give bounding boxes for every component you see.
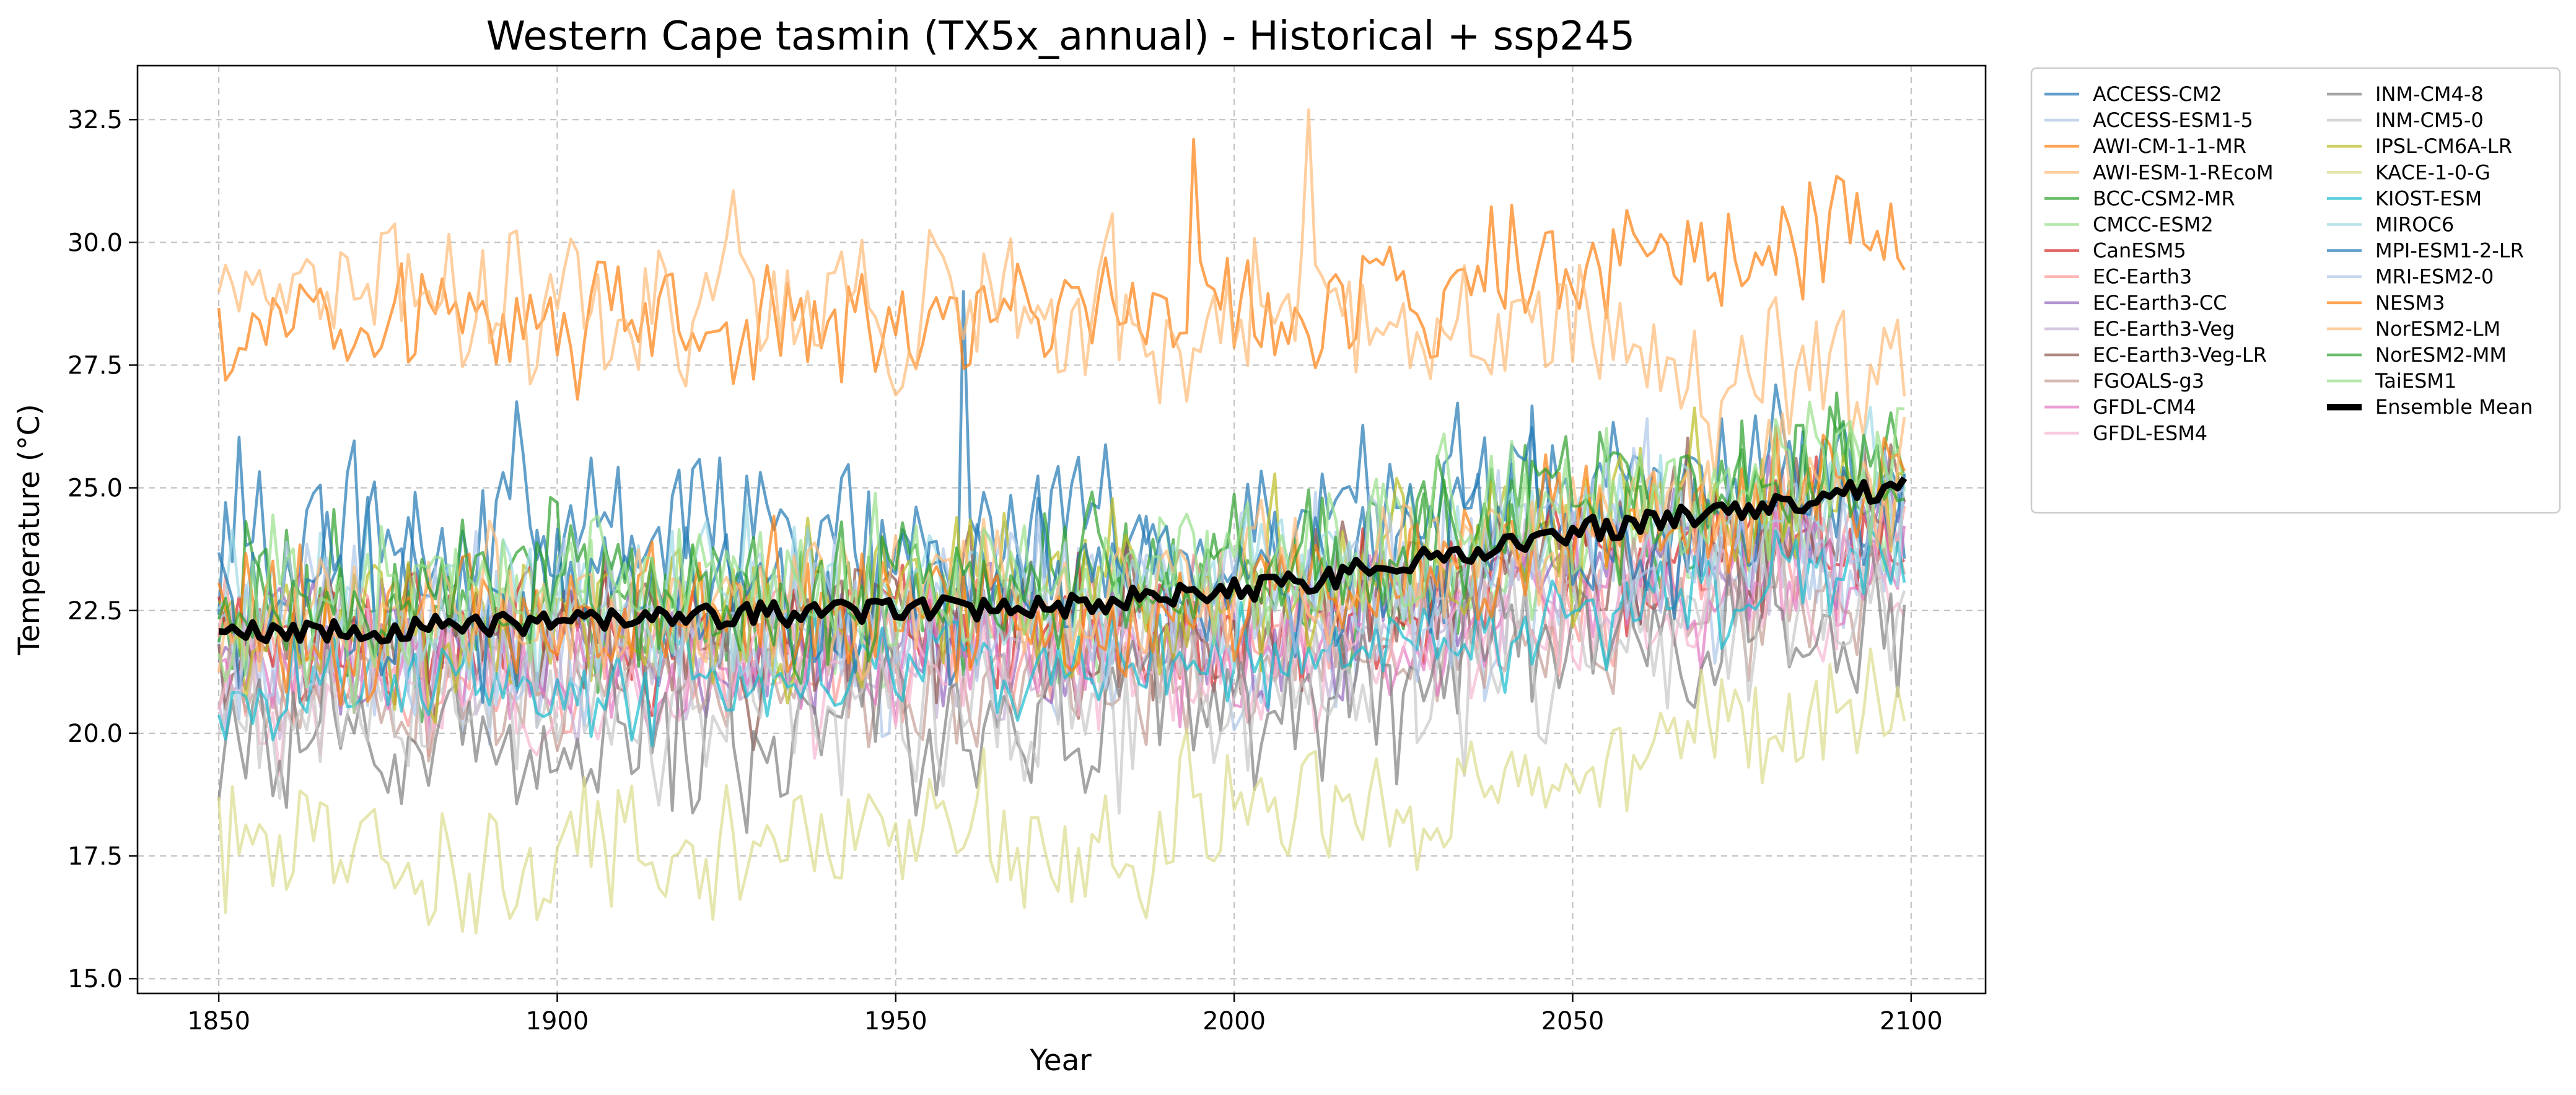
x-tick-label: 2050 — [1541, 1007, 1605, 1036]
legend-label: NESM3 — [2375, 291, 2445, 315]
legend-label: MIROC6 — [2375, 213, 2454, 237]
y-tick-label: 30.0 — [68, 229, 123, 257]
y-tick-label: 15.0 — [68, 965, 123, 993]
plot-frame — [136, 64, 1987, 995]
legend-label: Ensemble Mean — [2375, 395, 2533, 419]
x-tick-label: 1950 — [864, 1007, 927, 1036]
legend-label: EC-Earth3 — [2093, 265, 2192, 289]
x-axis-label: Year — [1029, 1044, 1092, 1078]
y-tick-label: 25.0 — [68, 474, 123, 503]
legend-label: GFDL-CM4 — [2093, 395, 2196, 419]
legend-label: CanESM5 — [2093, 239, 2186, 263]
ensemble-mean-line — [218, 476, 1908, 645]
series-line — [217, 528, 1906, 834]
legend-label: FGOALS-g3 — [2093, 369, 2204, 393]
x-tick-label: 2000 — [1203, 1007, 1266, 1036]
series-line — [217, 469, 1905, 727]
legend-label: TaiESM1 — [2375, 369, 2456, 393]
series-line — [217, 108, 1906, 478]
legend-label: BCC-CSM2-MR — [2093, 186, 2235, 210]
legend-label: MPI-ESM1-2-LR — [2375, 239, 2524, 263]
y-tick-label: 17.5 — [68, 842, 123, 871]
chart-title: Western Cape tasmin (TX5x_annual) - Hist… — [486, 14, 1635, 59]
series-line — [217, 528, 1906, 748]
legend-label: GFDL-ESM4 — [2093, 421, 2207, 445]
legend-label: MRI-ESM2-0 — [2375, 265, 2494, 289]
legend: ACCESS-CM2ACCESS-ESM1-5AWI-CM-1-1-MRAWI-… — [2030, 67, 2561, 514]
x-axis: 1850 1900 1950 2000 2050 2100 — [187, 993, 1943, 1036]
y-tick-label: 22.5 — [68, 597, 123, 626]
legend-label: KACE-1-0-G — [2375, 160, 2491, 184]
legend-label: NorESM2-MM — [2375, 343, 2507, 367]
legend-label: EC-Earth3-CC — [2093, 291, 2227, 315]
y-tick-label: 27.5 — [68, 351, 123, 380]
legend-label: ACCESS-ESM1-5 — [2093, 108, 2253, 132]
legend-label: AWI-ESM-1-REcoM — [2093, 160, 2274, 184]
x-tick-label: 2100 — [1880, 1007, 1943, 1036]
y-axis-label: Temperature (°C) — [12, 404, 46, 656]
legend-label: NorESM2-LM — [2375, 317, 2500, 341]
legend-label: ACCESS-CM2 — [2093, 82, 2222, 106]
legend-label: INM-CM4-8 — [2375, 82, 2484, 106]
legend-label: EC-Earth3-Veg-LR — [2093, 343, 2267, 367]
y-tick-label: 32.5 — [68, 106, 123, 134]
series-line — [217, 647, 1906, 935]
legend-label: EC-Earth3-Veg — [2093, 317, 2235, 341]
legend-box — [2030, 67, 2561, 514]
series-line — [217, 137, 1906, 401]
y-tick-label: 20.0 — [68, 720, 123, 748]
y-axis: 15.0 17.5 20.0 22.5 25.0 27.5 30.0 32.5 — [68, 106, 138, 993]
legend-label: IPSL-CM6A-LR — [2375, 134, 2512, 158]
x-tick-label: 1850 — [187, 1007, 250, 1036]
legend-label: AWI-CM-1-1-MR — [2093, 134, 2246, 158]
legend-label: INM-CM5-0 — [2375, 108, 2484, 132]
x-tick-label: 1900 — [526, 1007, 589, 1036]
ensemble-mean-layer — [218, 476, 1908, 645]
legend-label: KIOST-ESM — [2375, 186, 2482, 210]
legend-label: CMCC-ESM2 — [2093, 213, 2214, 237]
